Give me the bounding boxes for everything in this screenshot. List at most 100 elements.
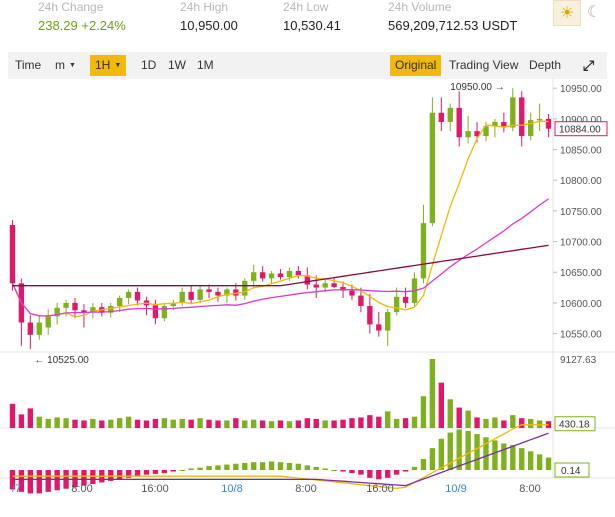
- low-price-marker: ← 10525.00: [34, 355, 89, 366]
- macd-histogram-bar: [527, 451, 534, 470]
- candle-body: [438, 112, 444, 122]
- macd-histogram-bar: [170, 470, 176, 472]
- macd-histogram-bar: [349, 470, 355, 474]
- candle-body: [117, 298, 123, 306]
- volume-bar: [438, 382, 444, 428]
- volume-bar: [233, 418, 239, 428]
- kline-chart[interactable]: 10950.00 → ← 10525.00 10950.00 10900.00 1085…: [0, 79, 615, 517]
- price-axis-label: 10600.00: [560, 299, 602, 310]
- candle-body: [519, 97, 525, 137]
- trading-view-button[interactable]: Trading View: [449, 58, 519, 72]
- macd-histogram-bar: [152, 470, 159, 474]
- macd-histogram-bar: [242, 462, 248, 470]
- macd-histogram-bar: [385, 470, 391, 478]
- macd-histogram-bar: [161, 470, 168, 474]
- macd-histogram-bar: [268, 461, 275, 470]
- chart-toolbar: Time m ▼ 1H ▼ 1D 1W 1M Original Trading Vi…: [8, 52, 607, 79]
- volume-bar: [259, 420, 266, 428]
- volume-bar: [81, 420, 87, 428]
- volume-bar: [188, 419, 194, 428]
- candle-body: [170, 302, 176, 306]
- candle-body: [63, 302, 69, 308]
- candle-body: [295, 271, 302, 276]
- volume-bar: [215, 420, 221, 428]
- sun-icon[interactable]: ☀: [553, 0, 581, 26]
- candle-body: [313, 284, 319, 288]
- candle-body: [465, 131, 471, 138]
- original-view-button[interactable]: Original: [390, 55, 442, 76]
- volume-bar: [161, 418, 168, 428]
- candle-body: [527, 120, 534, 137]
- macd-histogram-bar: [429, 448, 436, 470]
- macd-histogram-bar: [340, 470, 346, 472]
- moon-icon[interactable]: ☾: [586, 4, 602, 21]
- interval-1w-button[interactable]: 1W: [168, 58, 186, 72]
- candle-body: [206, 289, 212, 292]
- time-axis-label: 8:00: [295, 483, 316, 495]
- time-axis-label: 10/8: [221, 483, 242, 495]
- price-axis-label: 10750.00: [560, 207, 602, 218]
- macd-histogram-bar: [492, 440, 498, 470]
- candle-body: [322, 283, 328, 288]
- depth-button[interactable]: Depth: [529, 58, 562, 72]
- price-axis-label: 10950.00: [560, 84, 602, 95]
- candle-body: [268, 273, 275, 279]
- candle-body: [376, 324, 382, 331]
- time-axis-label: 8:00: [71, 483, 92, 495]
- volume-bar: [447, 399, 453, 428]
- volume-bar: [99, 420, 105, 428]
- last-price-label: 10884.00: [559, 125, 601, 136]
- macd-histogram-bar: [81, 470, 87, 486]
- macd-histogram-bar: [536, 454, 543, 470]
- minute-dropdown[interactable]: m ▼: [50, 55, 81, 76]
- volume-bar: [304, 418, 310, 428]
- volume-bar: [411, 416, 418, 428]
- volume-bar: [510, 415, 516, 428]
- volume-bar: [393, 418, 400, 428]
- volume-bar: [465, 410, 471, 428]
- interval-1h-button[interactable]: 1H ▼: [90, 55, 127, 76]
- candle-body: [474, 131, 480, 137]
- candle-body: [152, 305, 159, 319]
- volume-bar: [224, 420, 230, 428]
- interval-1d-button[interactable]: 1D: [141, 58, 157, 72]
- candle-body: [134, 291, 141, 301]
- candle-body: [286, 271, 293, 278]
- candle-body: [501, 121, 507, 128]
- macd-histogram-bar: [545, 457, 552, 470]
- candle-body: [108, 305, 114, 313]
- volume-bar: [63, 418, 69, 428]
- volume-bar: [45, 418, 51, 428]
- candle-body: [197, 289, 203, 300]
- macd-histogram-bar: [304, 465, 310, 470]
- candle-body: [492, 121, 498, 127]
- candle-body: [36, 322, 42, 335]
- macd-histogram-bar: [134, 470, 141, 477]
- stat-label: 24h Volume: [388, 0, 452, 14]
- caret-down-icon: ▼: [114, 62, 122, 70]
- candle-body: [81, 310, 87, 313]
- time-axis-label: 10/9: [445, 483, 466, 495]
- macd-histogram-bar: [286, 462, 293, 470]
- volume-bar: [429, 359, 436, 428]
- macd-histogram-bar: [143, 470, 150, 475]
- volume-bar: [206, 419, 212, 428]
- volume-bar: [340, 419, 346, 428]
- candle-body: [429, 112, 436, 224]
- volume-last-label: 430.18: [559, 420, 590, 431]
- macd-histogram-bar: [367, 470, 373, 478]
- volume-bar: [367, 415, 373, 428]
- volume-bar: [90, 418, 96, 428]
- volume-bar: [286, 421, 293, 428]
- volume-bar: [456, 407, 462, 428]
- candle-body: [161, 305, 168, 319]
- time-axis-label: /7: [12, 483, 21, 495]
- price-axis-label: 10650.00: [560, 268, 602, 279]
- volume-bar: [170, 419, 176, 428]
- stat-label: 24h Low: [283, 0, 329, 14]
- macd-histogram-bar: [215, 465, 221, 470]
- price-axis-label: 10550.00: [560, 330, 602, 341]
- fullscreen-icon[interactable]: ⤢: [583, 57, 595, 73]
- interval-1m-button[interactable]: 1M: [197, 58, 214, 72]
- price-axis-label: 10800.00: [560, 176, 602, 187]
